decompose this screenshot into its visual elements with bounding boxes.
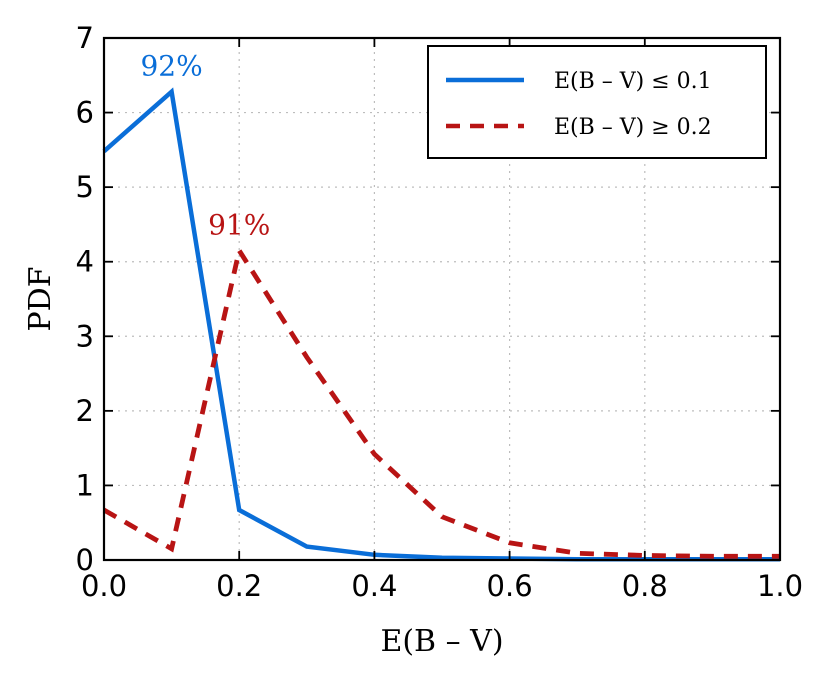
axis-ticks: 0.0 0.2 0.4 0.6 0.8 1.0 0 1 2 3 4 5 6 7 [76,21,804,603]
x-tick-label: 1.0 [757,569,803,603]
x-tick-label: 0.2 [216,569,262,603]
y-tick-label: 6 [76,96,94,130]
series-line-0 [102,87,780,562]
x-tick-label: 0.6 [487,569,533,603]
y-tick-label: 4 [76,245,94,279]
series-line-1 [102,244,780,559]
peak-annotation-0: 92% [140,50,202,83]
x-tick-label: 0.4 [351,569,397,603]
y-tick-label: 5 [76,170,94,204]
x-axis-label: E(B – V) [380,624,503,659]
y-tick-label: 0 [76,543,94,577]
x-tick-label: 0.0 [81,569,127,603]
x-tick-label: 0.8 [622,569,668,603]
y-tick-label: 3 [76,319,94,353]
legend-label-series-0: E(B – V) ≤ 0.1 [554,69,712,94]
legend-box [427,45,767,159]
y-tick-label: 2 [76,394,94,428]
annotations: 92% 91% [140,50,270,242]
y-tick-label: 7 [76,21,94,55]
y-tick-label: 1 [76,468,94,502]
legend-label-series-1: E(B – V) ≥ 0.2 [554,115,712,140]
peak-annotation-1: 91% [208,209,270,242]
y-axis-label: PDF [23,266,58,331]
plot-frame [102,36,782,562]
series-lines [102,87,780,562]
legend: E(B – V) ≤ 0.1 E(B – V) ≥ 0.2 [427,45,767,159]
